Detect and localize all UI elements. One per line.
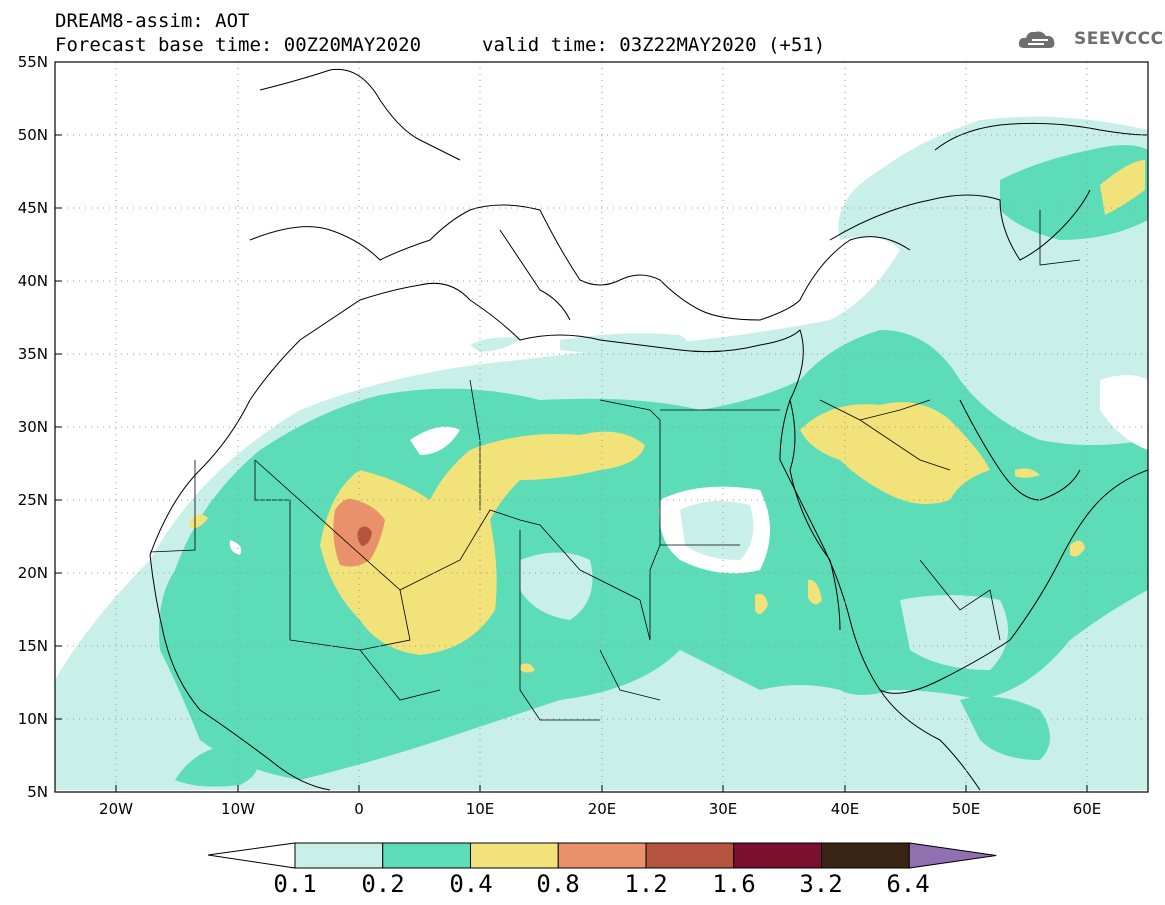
lat-label: 30N xyxy=(17,418,48,436)
colorbar-label: 0.1 xyxy=(273,870,317,898)
lon-label: 30E xyxy=(708,800,738,818)
colorbar-label: 1.6 xyxy=(712,870,756,898)
lat-label: 5N xyxy=(27,783,48,801)
lat-label: 35N xyxy=(17,345,48,363)
lat-label: 55N xyxy=(17,53,48,71)
lon-label: 10E xyxy=(465,800,495,818)
colorbar-label: 3.2 xyxy=(799,870,843,898)
lon-label: 50E xyxy=(951,800,981,818)
lat-label: 20N xyxy=(17,564,48,582)
colorbar-label: 1.2 xyxy=(624,870,668,898)
cloud-icon xyxy=(1018,31,1055,48)
aot-band-0-4 xyxy=(190,160,1145,673)
lat-label: 50N xyxy=(17,126,48,144)
colorbar-label: 0.2 xyxy=(361,870,405,898)
colorbar-label: 0.8 xyxy=(536,870,580,898)
lat-label: 40N xyxy=(17,272,48,290)
colorbar-label: 0.4 xyxy=(449,870,493,898)
lon-label: 40E xyxy=(830,800,860,818)
graticule xyxy=(55,62,1148,792)
forecast-base-time: Forecast base time: 00Z20MAY2020 xyxy=(55,34,422,56)
seevccc-logo: SEEVCCC xyxy=(1074,29,1164,49)
aot-band-1-2 xyxy=(357,526,372,546)
coastlines xyxy=(149,68,1148,791)
aot-band-0-1-inner xyxy=(520,501,1008,670)
lat-label: 45N xyxy=(17,199,48,217)
borders xyxy=(149,210,1081,721)
colorbar-label: 6.4 xyxy=(886,870,930,898)
valid-time: valid time: 03Z22MAY2020 (+51) xyxy=(482,34,826,56)
lon-label: 0 xyxy=(354,800,364,818)
lat-label: 25N xyxy=(17,491,48,509)
map-title: DREAM8-assim: AOT xyxy=(55,10,250,32)
lat-label: 10N xyxy=(17,710,48,728)
lat-label: 15N xyxy=(17,637,48,655)
lon-label: 60E xyxy=(1072,800,1102,818)
lon-label: 20W xyxy=(99,800,133,818)
lon-label: 10W xyxy=(221,800,255,818)
lon-label: 20E xyxy=(587,800,617,818)
tick-marks xyxy=(55,61,1088,792)
